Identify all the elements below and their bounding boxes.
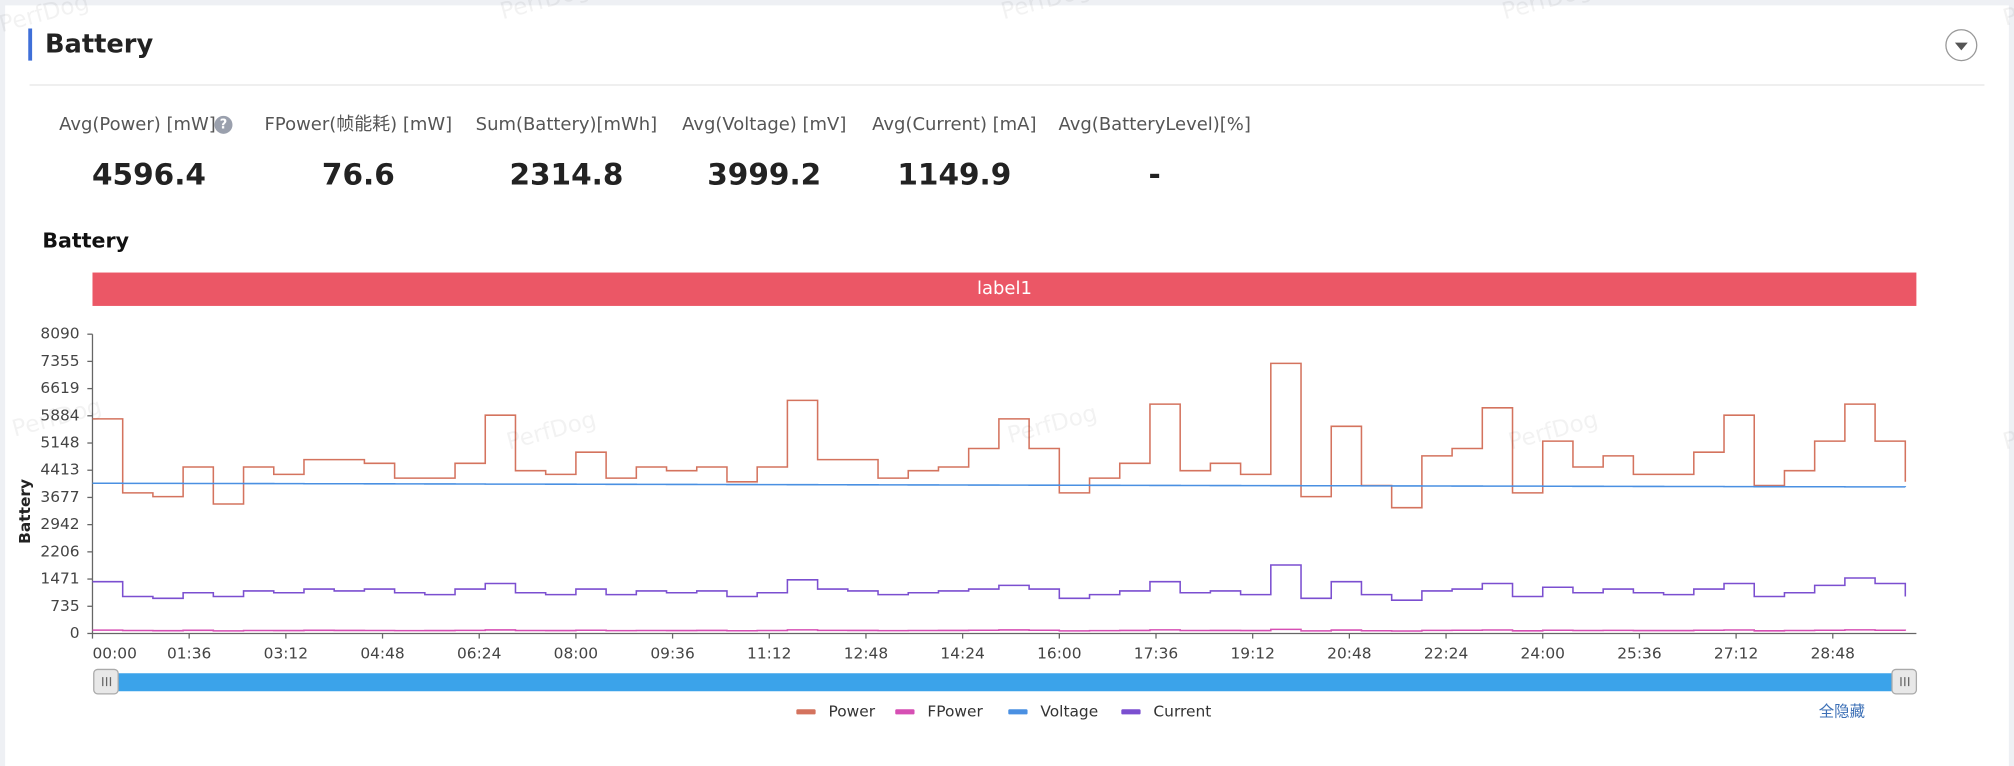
legend-label[interactable]: Power <box>828 702 875 720</box>
metric-label: FPower(帧能耗) [mW] <box>265 114 453 135</box>
help-glyph[interactable]: ? <box>220 117 227 132</box>
y-tick-label: 5884 <box>40 406 79 424</box>
series-line <box>92 482 1907 488</box>
handle-grips[interactable] <box>102 677 1910 687</box>
x-tick-label: 20:48 <box>1327 645 1371 663</box>
panel-title: Battery <box>45 30 154 60</box>
x-tick-label: 22:24 <box>1424 645 1468 663</box>
zoom-range[interactable] <box>100 673 1909 692</box>
x-tick-label: 09:36 <box>650 645 694 663</box>
metric-label: Avg(Current) [mA] <box>872 114 1036 135</box>
legend-swatch[interactable] <box>796 709 816 715</box>
series-line <box>92 564 1907 601</box>
x-tick-label: 06:24 <box>457 645 501 663</box>
metric-label: Avg(BatteryLevel)[%] <box>1059 114 1251 135</box>
y-tick-label: 8090 <box>40 325 79 343</box>
x-tick-label: 03:12 <box>264 645 308 663</box>
x-tick-label: 24:00 <box>1521 645 1565 663</box>
help-icon[interactable] <box>214 115 233 134</box>
metric-value: 4596.4 <box>92 158 206 192</box>
legend-swatch[interactable] <box>895 709 915 715</box>
y-tick-label: 735 <box>50 597 79 615</box>
hide-all-button[interactable]: 全隐藏 <box>1819 702 1865 720</box>
legend-label[interactable]: Current <box>1153 702 1211 720</box>
x-tick-label: 00:00 <box>92 645 136 663</box>
collapse-button[interactable] <box>1945 29 1978 62</box>
metric-value: 2314.8 <box>509 158 623 192</box>
legend-label[interactable]: FPower <box>927 702 983 720</box>
y-tick-label: 3677 <box>40 488 79 506</box>
legend-item[interactable]: Current <box>1121 702 1211 720</box>
metric-value: - <box>1149 158 1161 192</box>
legend-swatch[interactable] <box>1121 709 1141 715</box>
banner-label: label1 <box>977 278 1032 299</box>
series-line <box>92 362 1907 509</box>
legend-item[interactable]: FPower <box>895 702 983 720</box>
y-tick-label: 7355 <box>40 352 79 370</box>
card <box>5 5 2009 766</box>
metric-value: 76.6 <box>322 158 395 192</box>
metric-label: Avg(Voltage) [mV] <box>682 114 846 135</box>
metrics: Avg(Power) [mW] 4596.4 FPower(帧能耗) [mW] 76.… <box>59 114 1251 192</box>
title-accent <box>28 28 33 61</box>
legend-label[interactable]: Voltage <box>1040 702 1098 720</box>
x-tick-label: 14:24 <box>940 645 984 663</box>
x-tick-label: 16:00 <box>1037 645 1081 663</box>
y-axis-label: Battery <box>16 479 34 544</box>
x-tick-label: 17:36 <box>1134 645 1178 663</box>
collapse-arrow[interactable] <box>1954 42 1968 51</box>
legend: Power FPower Voltage Current <box>796 702 1211 720</box>
metric-value: 1149.9 <box>897 158 1011 192</box>
metric-value: 3999.2 <box>707 158 821 192</box>
x-tick-label: 25:36 <box>1617 645 1661 663</box>
x-tick-label: 01:36 <box>167 645 211 663</box>
plot: 0 735 1471 2206 2942 3677 4413 5148 5884 6619 7355… <box>40 325 1917 663</box>
label-banner <box>92 272 1917 306</box>
y-tick-label: 2206 <box>40 542 79 560</box>
y-tick-label: 6619 <box>40 379 79 397</box>
x-tick-label: 12:48 <box>844 645 888 663</box>
chart-title: Battery <box>42 229 129 253</box>
x-tick-label: 28:48 <box>1811 645 1855 663</box>
x-tick-label: 11:12 <box>747 645 791 663</box>
metric-label: Sum(Battery)[mWh] <box>476 114 658 135</box>
y-tick-label: 1471 <box>40 570 79 588</box>
series-line <box>92 628 1907 632</box>
y-tick-label: 4413 <box>40 461 79 479</box>
y-tick-label: 2942 <box>40 515 79 533</box>
x-tick-label: 27:12 <box>1714 645 1758 663</box>
legend-item[interactable]: Power <box>796 702 876 720</box>
y-tick-label: 5148 <box>40 434 79 452</box>
y-tick-label: 0 <box>70 624 80 642</box>
legend-item[interactable]: Voltage <box>1008 702 1098 720</box>
x-tick-label: 19:12 <box>1230 645 1274 663</box>
legend-swatch[interactable] <box>1008 709 1028 715</box>
metric-label: Avg(Power) [mW] <box>59 114 216 135</box>
x-tick-label: 04:48 <box>360 645 404 663</box>
x-tick-label: 08:00 <box>554 645 598 663</box>
zoom-slider[interactable] <box>93 668 1918 695</box>
